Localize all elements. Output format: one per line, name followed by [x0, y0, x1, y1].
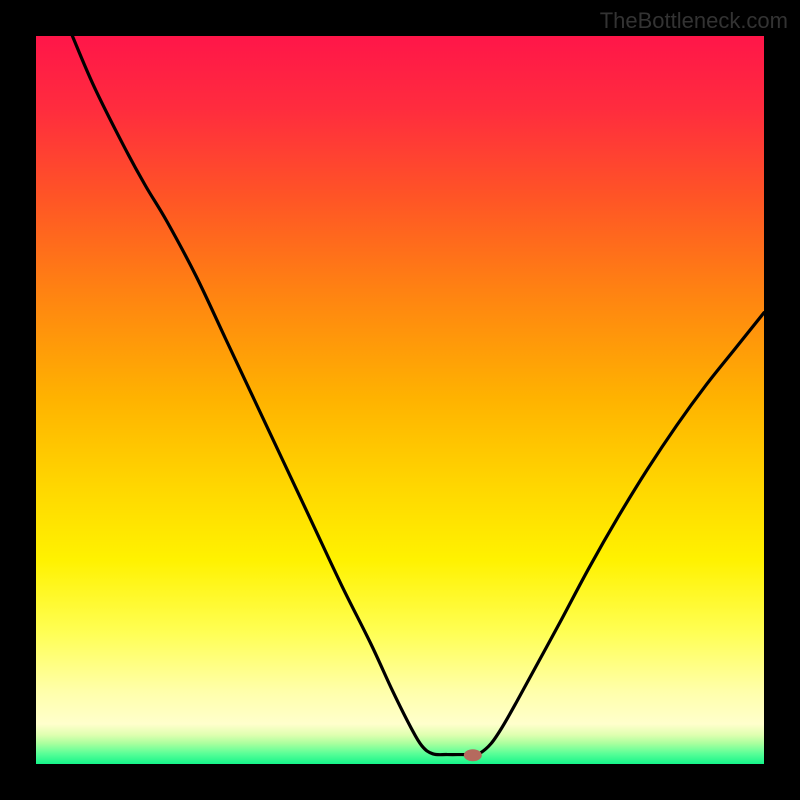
bottleneck-curve-chart: [0, 0, 800, 800]
watermark-label: TheBottleneck.com: [600, 8, 788, 34]
gradient-background: [36, 36, 764, 764]
chart-container: TheBottleneck.com: [0, 0, 800, 800]
optimal-point-marker: [464, 749, 482, 761]
